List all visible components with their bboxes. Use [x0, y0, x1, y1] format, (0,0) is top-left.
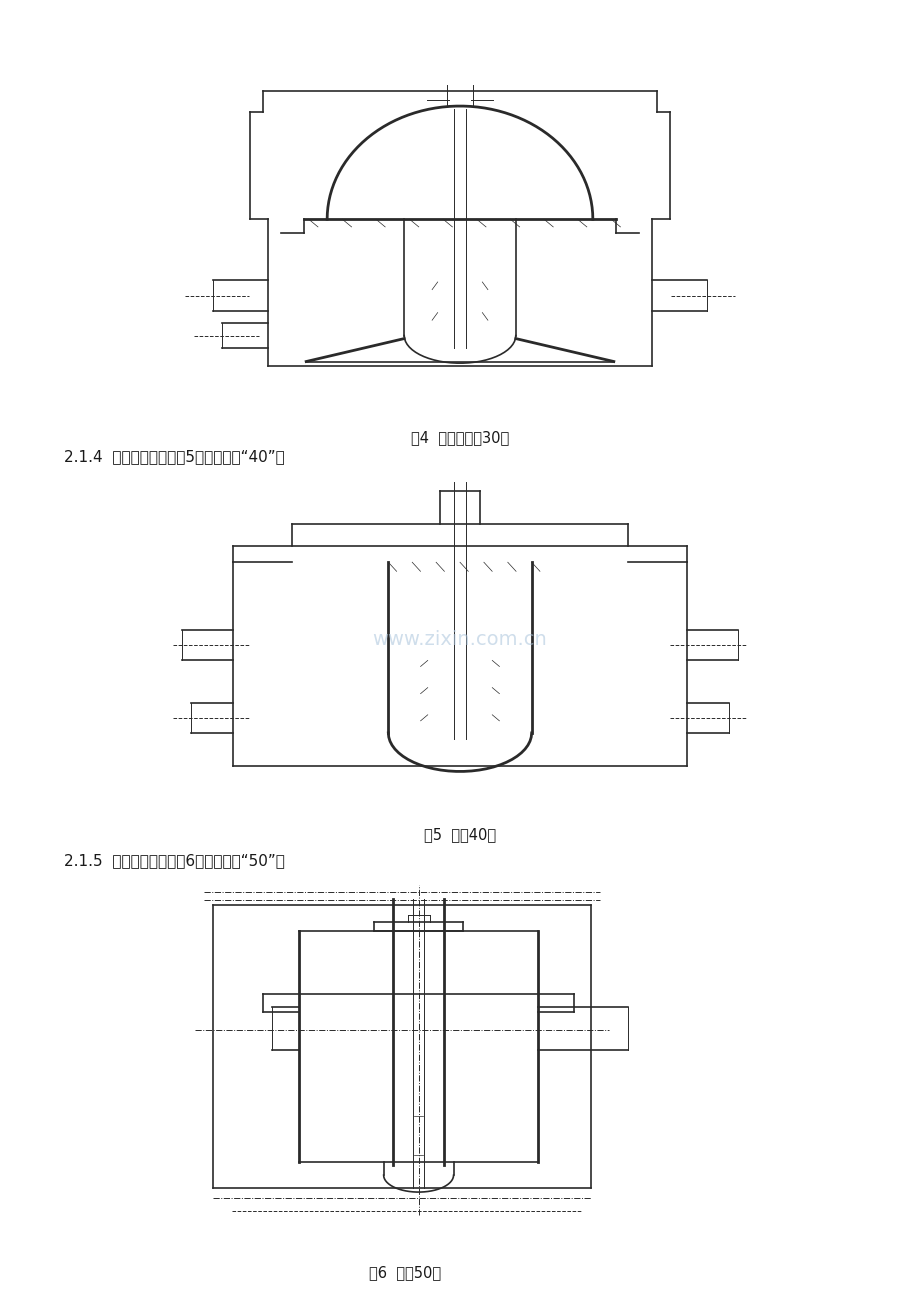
- Text: 图5  旁通40型: 图5 旁通40型: [424, 827, 495, 842]
- Text: 2.1.4  旁通型，结构如图5，其代号为“40”。: 2.1.4 旁通型，结构如图5，其代号为“40”。: [64, 449, 285, 465]
- Text: www.zixin.com.cn: www.zixin.com.cn: [372, 630, 547, 648]
- Text: 2.1.5  顶通型：结构如图6，其代号为“50”。: 2.1.5 顶通型：结构如图6，其代号为“50”。: [64, 853, 285, 868]
- Text: 图4  组合式旁逃30型: 图4 组合式旁逃30型: [411, 430, 508, 445]
- Text: 图6  顶通50型: 图6 顶通50型: [369, 1266, 440, 1281]
